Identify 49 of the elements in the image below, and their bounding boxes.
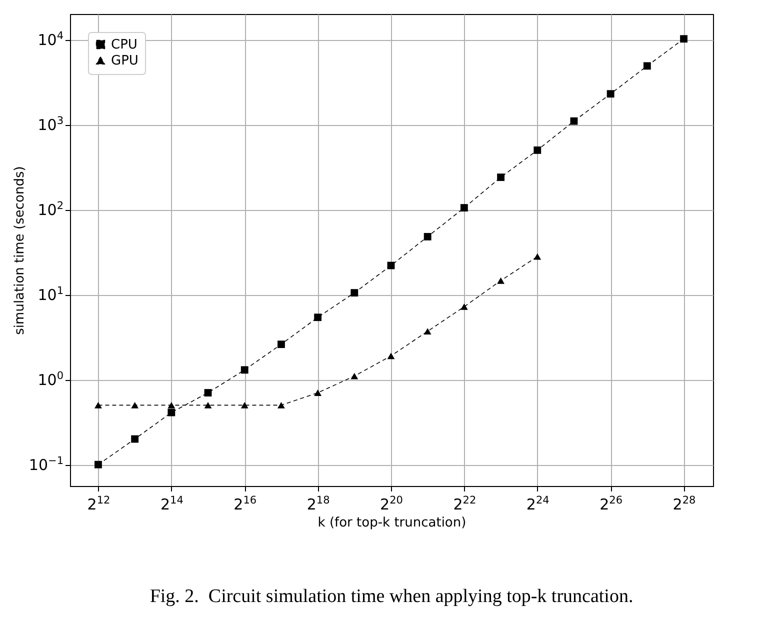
y-tick-label: 10$^{1}$ (38, 285, 64, 304)
point (240, 366, 248, 374)
point (314, 390, 322, 396)
point (460, 204, 468, 212)
point (460, 304, 468, 310)
point (94, 402, 102, 408)
x-tick-label: 2$^{28}$ (672, 494, 696, 514)
x-tick-label: 2$^{12}$ (87, 494, 110, 514)
legend-label: GPU (111, 54, 138, 68)
point (350, 372, 358, 380)
point (424, 232, 432, 240)
point (131, 435, 139, 443)
point (497, 277, 504, 284)
point (131, 402, 139, 408)
point (534, 146, 542, 154)
x-tick-label: 2$^{14}$ (160, 494, 184, 514)
caption: Fig. 2. Circuit simulation time when applying top-k truncation. (150, 586, 634, 607)
point (240, 402, 248, 408)
x-tick-label: 2$^{20}$ (380, 494, 403, 514)
point (94, 460, 102, 468)
x-tick-label: 2$^{24}$ (526, 494, 550, 514)
point (534, 253, 542, 260)
point (204, 389, 212, 396)
point (424, 328, 432, 335)
x-tick-label: 2$^{22}$ (453, 494, 476, 514)
x-tick-label: 2$^{16}$ (234, 494, 257, 514)
y-axis-title: simulation time (seconds) (12, 166, 28, 335)
point (168, 408, 176, 416)
point (387, 352, 395, 360)
point (168, 402, 176, 408)
point (497, 174, 504, 181)
x-tick-label: 2$^{26}$ (600, 494, 623, 514)
point (570, 117, 578, 125)
y-tick-label: 10$^{2}$ (38, 200, 64, 220)
point (204, 402, 212, 408)
point (350, 289, 358, 296)
y-tick-label: 10$^{−1}$ (28, 455, 64, 474)
point (277, 340, 285, 348)
point (314, 314, 322, 322)
legend-label: CPU (111, 38, 138, 52)
point (277, 402, 285, 408)
point (643, 62, 651, 70)
y-tick-label: 10$^{0}$ (38, 370, 64, 390)
y-tick-label: 10$^{3}$ (38, 115, 64, 134)
y-tick-label: 10$^{4}$ (38, 30, 64, 50)
point (680, 35, 688, 43)
point (606, 90, 614, 98)
x-tick-label: 2$^{18}$ (306, 494, 330, 514)
x-axis-title: k (for top-k truncation) (318, 516, 466, 530)
